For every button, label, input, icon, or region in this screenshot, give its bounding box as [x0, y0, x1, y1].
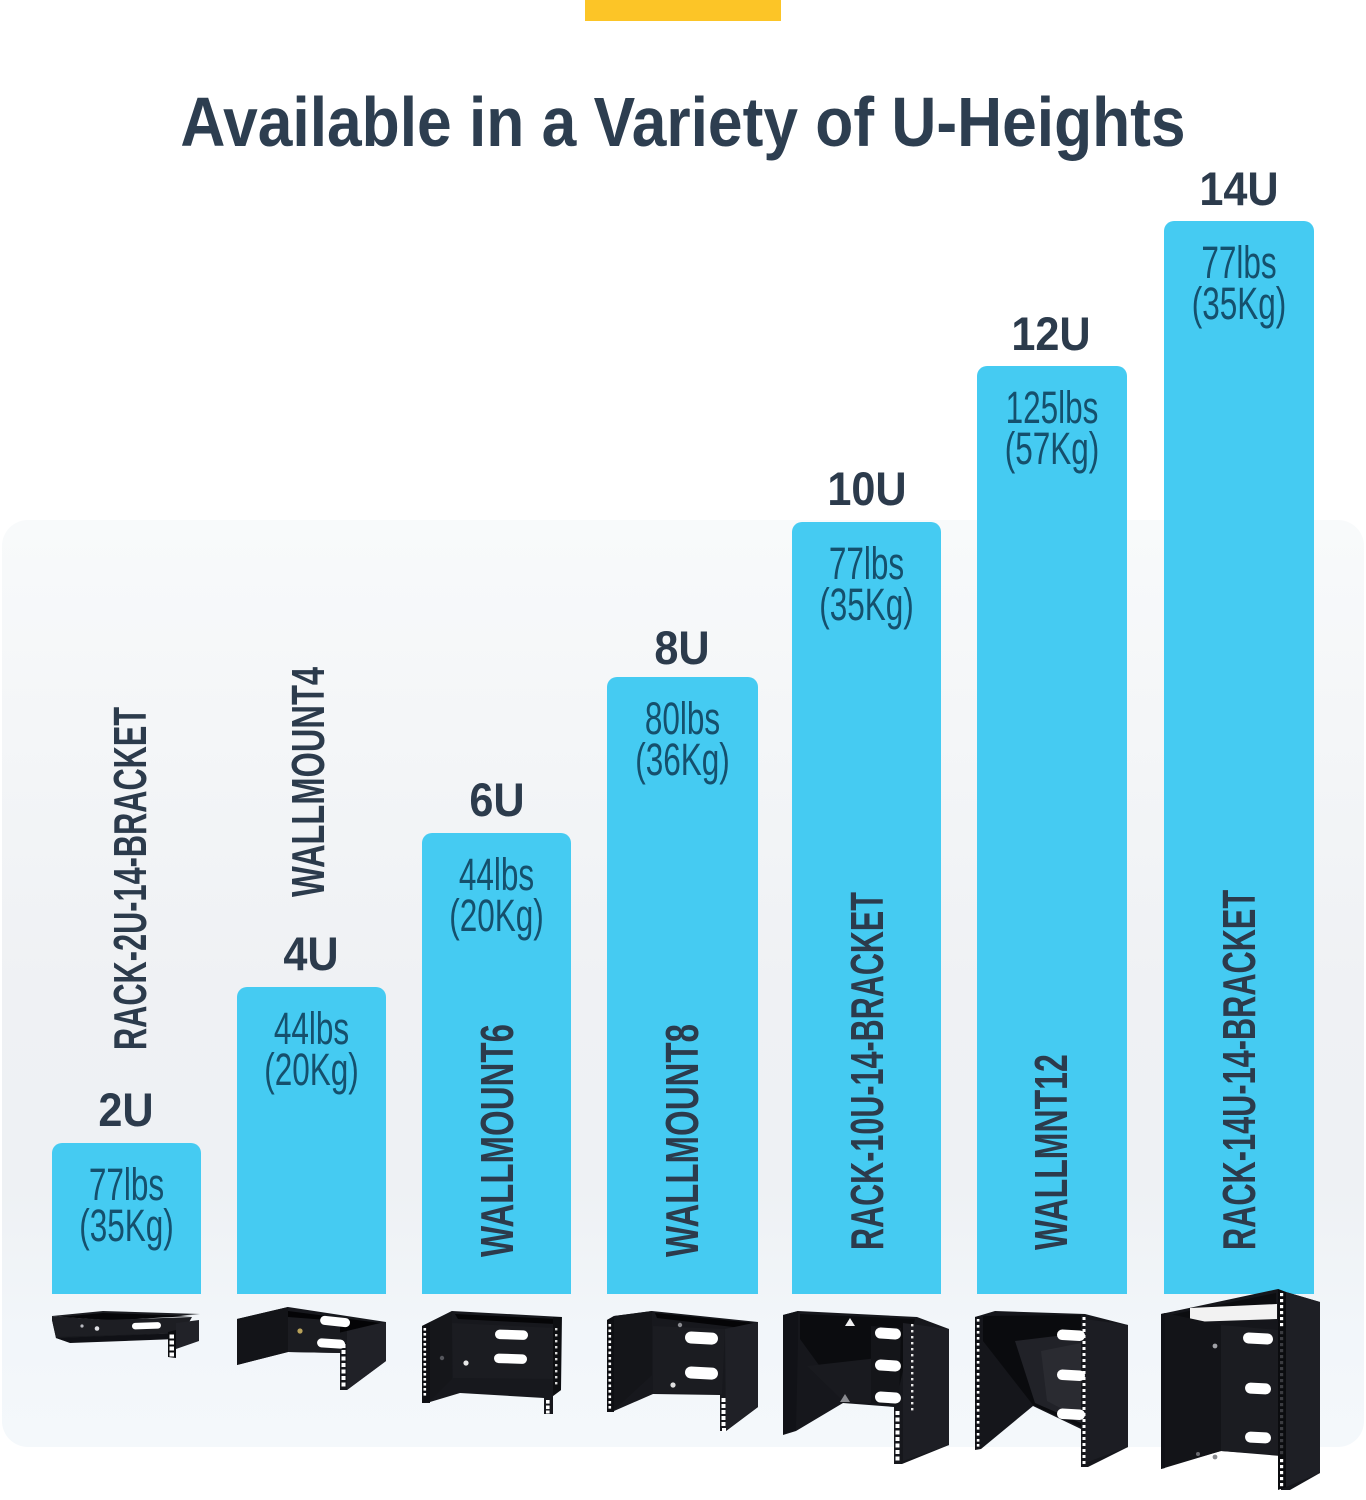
svg-text:8U: 8U — [654, 621, 709, 674]
svg-text:6U: 6U — [469, 773, 524, 826]
svg-text:RACK-10U-14-BRACKET: RACK-10U-14-BRACKET — [843, 892, 894, 1250]
svg-text:RACK-2U-14-BRACKET: RACK-2U-14-BRACKET — [106, 707, 157, 1050]
svg-text:4U: 4U — [283, 927, 338, 980]
svg-text:WALLMOUNT4: WALLMOUNT4 — [284, 667, 335, 897]
svg-text:RACK-14U-14-BRACKET: RACK-14U-14-BRACKET — [1215, 890, 1266, 1250]
svg-text:2U: 2U — [98, 1083, 153, 1136]
svg-text:12U: 12U — [1011, 307, 1090, 360]
svg-text:WALLMOUNT8: WALLMOUNT8 — [658, 1024, 709, 1257]
svg-text:WALLMOUNT6: WALLMOUNT6 — [473, 1024, 524, 1257]
svg-text:WALLMNT12: WALLMNT12 — [1026, 1054, 1077, 1250]
svg-text:10U: 10U — [827, 462, 906, 515]
svg-text:14U: 14U — [1199, 162, 1278, 215]
